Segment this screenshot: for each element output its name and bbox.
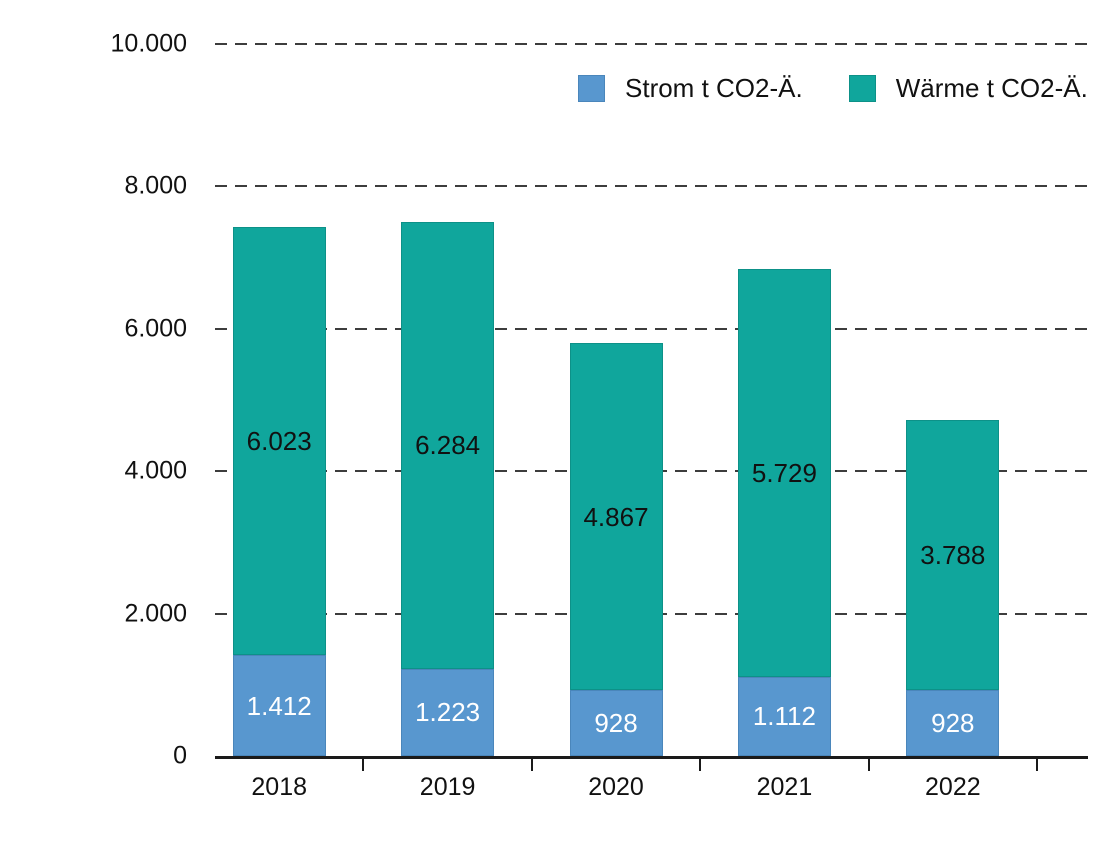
bar-value-label-strom-2019: 1.223	[415, 697, 481, 728]
legend-label-waerme: Wärme t CO2-Ä.	[895, 73, 1088, 103]
x-axis-label-2018: 2018	[251, 773, 308, 801]
y-axis-tick-label: 10.000	[110, 29, 187, 58]
x-axis-labels: 2018 2019 2020 2021 2022	[195, 773, 1037, 802]
legend-swatch-strom-icon	[578, 75, 605, 102]
bar-segment-strom-2019: 1.223	[401, 668, 495, 756]
bar-value-label-waerme-2019: 6.284	[415, 430, 481, 461]
x-axis-label-2019: 2019	[419, 773, 476, 801]
chart-legend: Strom t CO2-Ä. Wärme t CO2-Ä.	[578, 73, 1088, 104]
x-axis-label-2022: 2022	[925, 773, 981, 801]
legend-item-strom: Strom t CO2-Ä.	[578, 73, 803, 104]
y-axis-tick-label: 2.000	[124, 599, 187, 628]
bar-column-2020: 4.867 928	[532, 44, 702, 771]
legend-swatch-waerme-icon	[848, 75, 876, 102]
y-axis-tick-label: 6.000	[124, 314, 187, 343]
x-axis-tick	[1036, 759, 1039, 771]
bar-value-label-waerme-2018: 6.023	[246, 426, 312, 457]
bar-value-label-strom-2018: 1.412	[246, 690, 312, 721]
bar-value-label-waerme-2020: 4.867	[583, 501, 649, 532]
gridline-10000	[215, 43, 1088, 45]
bar-segment-waerme-2021: 5.729	[737, 268, 831, 677]
bar-segment-strom-2021: 1.112	[737, 676, 831, 756]
y-axis: 0 2.000 4.000 6.000 8.000 10.000	[0, 31, 187, 768]
x-axis-tick	[362, 759, 365, 771]
bar-segment-strom-2020: 928	[569, 689, 663, 756]
y-axis-tick-label: 0	[173, 741, 187, 770]
bar-value-label-waerme-2022: 3.788	[920, 540, 986, 571]
bar-column-2018: 6.023 1.412	[195, 44, 365, 771]
bar-column-2022: 3.788 928	[869, 44, 1039, 771]
x-axis-tick	[699, 759, 702, 771]
bar-segment-strom-2022: 928	[906, 689, 1000, 756]
bar-value-label-strom-2022: 928	[931, 707, 975, 738]
bars-area: 6.023 1.412 6.284 1.223 4.867 928 5.729 1.112 3.…	[195, 44, 1039, 771]
gridline-6000	[215, 327, 1088, 330]
bar-value-label-strom-2021: 1.112	[752, 701, 816, 732]
bar-segment-strom-2018: 1.412	[232, 655, 326, 756]
x-axis-tick	[530, 759, 533, 771]
bar-column-2021: 5.729 1.112	[700, 44, 870, 771]
bar-column-2019: 6.284 1.223	[363, 44, 533, 771]
bar-segment-waerme-2022: 3.788	[906, 420, 1000, 690]
x-axis-label-2021: 2021	[756, 773, 813, 801]
bar-segment-waerme-2018: 6.023	[232, 226, 326, 656]
x-axis-label-2020: 2020	[588, 773, 644, 801]
y-axis-tick-label: 4.000	[124, 456, 187, 485]
bar-value-label-strom-2020: 928	[594, 707, 638, 738]
legend-item-waerme: Wärme t CO2-Ä.	[848, 73, 1088, 104]
x-axis-tick	[867, 759, 870, 771]
bar-segment-waerme-2019: 6.284	[401, 221, 495, 669]
legend-label-strom: Strom t CO2-Ä.	[625, 73, 803, 103]
bar-segment-waerme-2020: 4.867	[569, 343, 663, 690]
gridline-8000	[215, 185, 1088, 188]
bar-value-label-waerme-2021: 5.729	[751, 457, 817, 488]
y-axis-tick-label: 8.000	[124, 171, 187, 200]
